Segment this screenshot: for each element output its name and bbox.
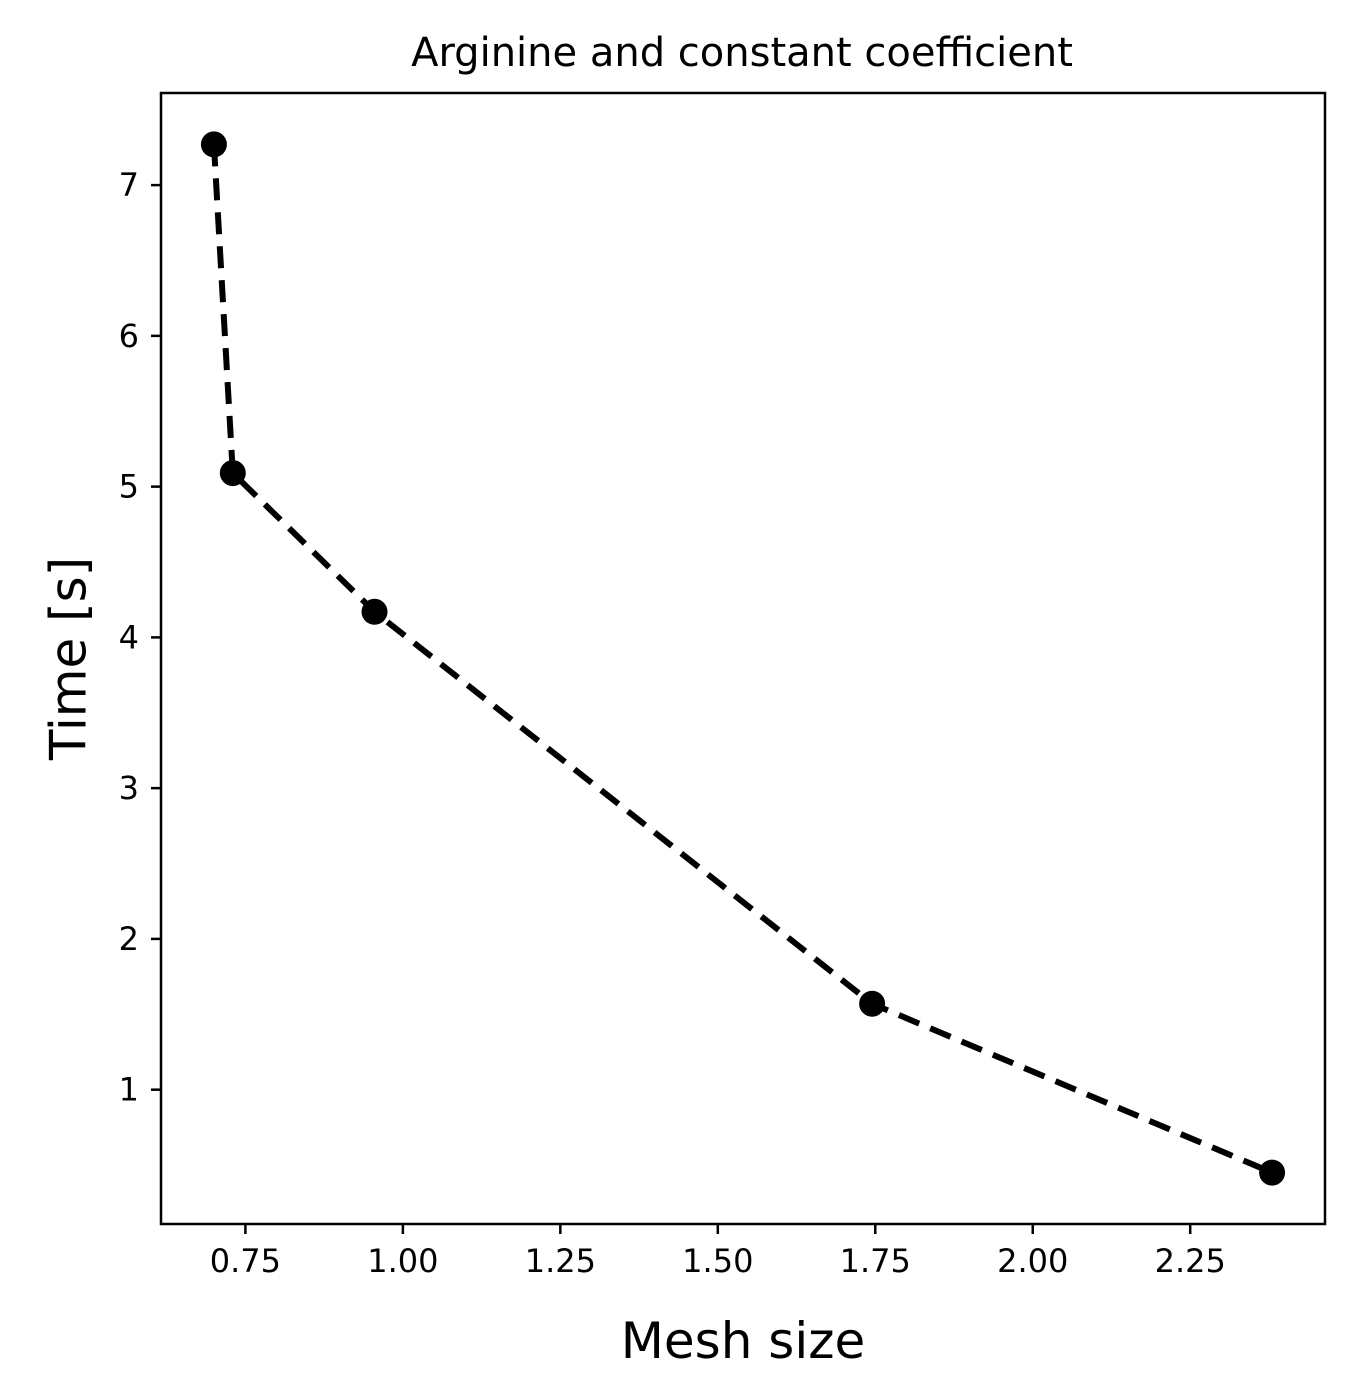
data-point <box>1259 1159 1286 1186</box>
data-point <box>200 131 227 158</box>
chart-title: Arginine and constant coefficient <box>411 30 1073 76</box>
y-tick-label: 2 <box>119 920 139 958</box>
x-tick-label: 1.25 <box>525 1242 596 1280</box>
y-axis: 1 2 3 4 5 6 7 <box>119 166 161 1109</box>
y-tick-label: 1 <box>119 1071 139 1109</box>
y-tick-label: 5 <box>119 468 139 506</box>
y-tick-label: 4 <box>119 618 139 656</box>
y-tick-label: 6 <box>119 317 139 355</box>
x-tick-label: 0.75 <box>210 1242 281 1280</box>
y-axis-label: Time [s] <box>40 557 98 761</box>
plot-area <box>200 131 1286 1186</box>
x-tick-label: 1.50 <box>682 1242 753 1280</box>
series-line <box>210 144 1274 1176</box>
x-tick-label: 1.75 <box>840 1242 911 1280</box>
x-tick-label: 2.00 <box>997 1242 1068 1280</box>
axes-frame <box>159 91 1327 1226</box>
x-tick-label: 1.00 <box>367 1242 438 1280</box>
y-tick-label: 3 <box>119 769 139 807</box>
x-axis-label: Mesh size <box>621 1312 865 1370</box>
data-point <box>361 598 388 625</box>
y-tick-label: 7 <box>119 166 139 204</box>
data-point <box>859 990 886 1017</box>
x-axis: 0.75 1.00 1.25 1.50 1.75 2.00 2.25 <box>210 1224 1226 1280</box>
data-point <box>219 460 246 487</box>
x-tick-label: 2.25 <box>1155 1242 1226 1280</box>
